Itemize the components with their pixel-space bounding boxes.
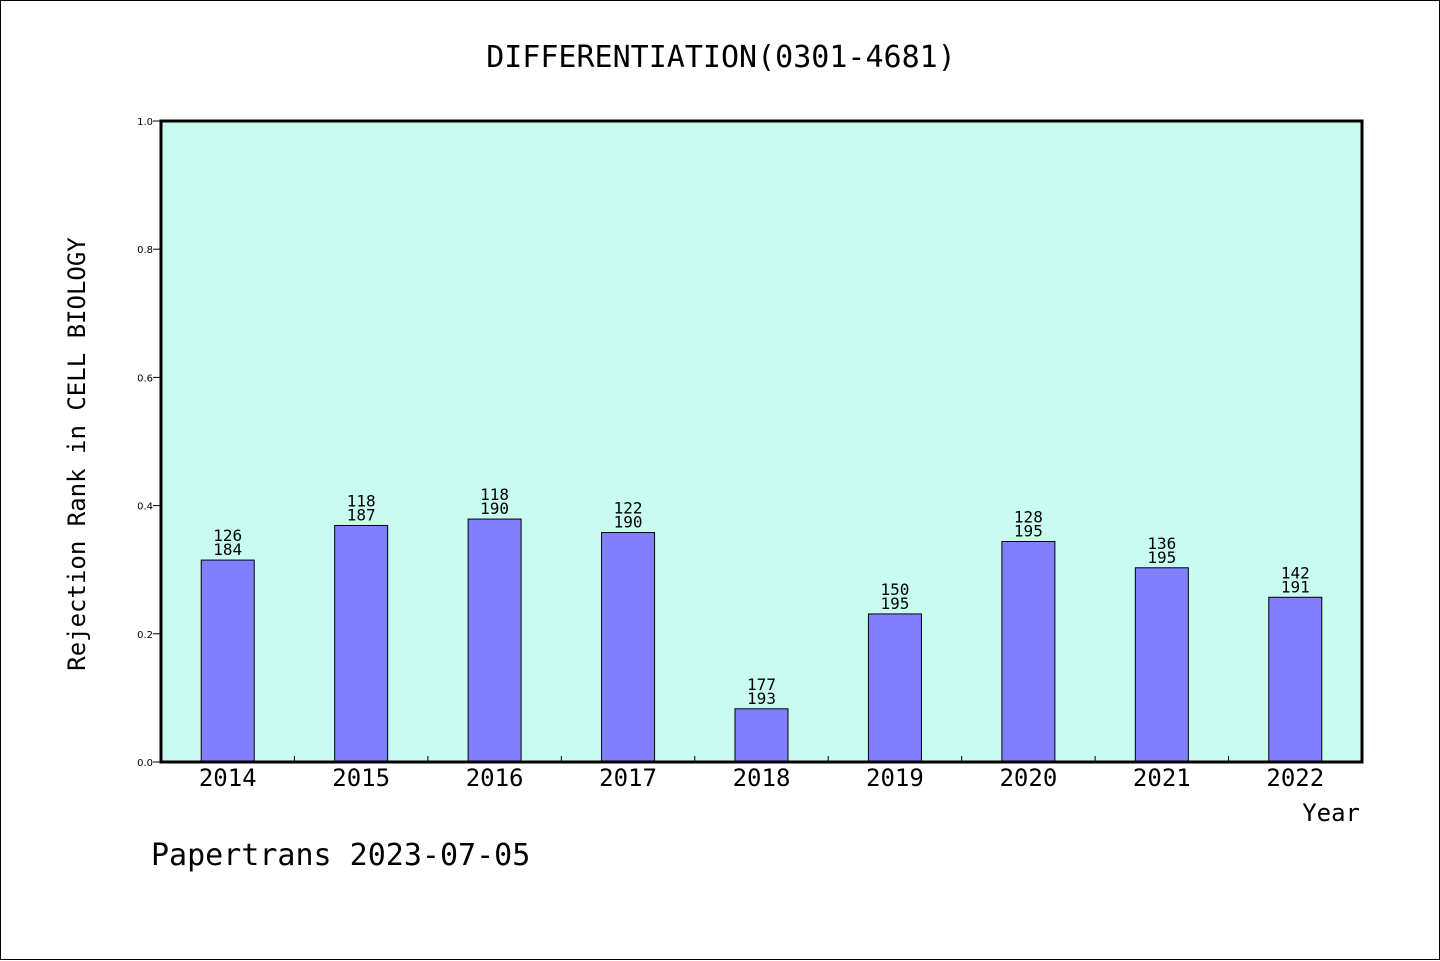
chart-title: DIFFERENTIATION(0301-4681): [486, 40, 956, 75]
y-axis-ticks: 0.0 0.2 0.4 0.6 0.8 1.0: [137, 117, 161, 769]
bar-label-bottom-2016: 190: [480, 499, 509, 518]
x-tick-label-2015: 2015: [332, 764, 390, 792]
bar-label-bottom-2015: 187: [347, 505, 376, 524]
x-tick-label-2022: 2022: [1266, 764, 1324, 792]
x-tick-labels-group: 2014 2015 2016 2017 2018 2019 2020 2021 2022: [199, 764, 1324, 792]
y-axis-label: Rejection Rank in CELL BIOLOGY: [63, 237, 91, 671]
bar-2020: [1001, 540, 1056, 763]
x-tick-label-2021: 2021: [1133, 764, 1191, 792]
footer-watermark: Papertrans 2023-07-05: [151, 838, 530, 873]
x-axis-label: Year: [1302, 799, 1360, 827]
bar-label-top-2016: 118: [480, 485, 509, 504]
x-tick-label-2017: 2017: [599, 764, 657, 792]
bar-2017: [601, 532, 656, 763]
x-tick-label-2019: 2019: [866, 764, 924, 792]
y-tick-label: 0.2: [137, 630, 153, 641]
plot-border: [159, 119, 1364, 764]
x-tick-label-2014: 2014: [199, 764, 257, 792]
bar-label-top-2017: 122: [614, 499, 643, 518]
bar-label-top-2022: 142: [1281, 563, 1310, 582]
bar-2016: [467, 518, 522, 763]
y-tick-label: 0.4: [137, 502, 153, 513]
bar-2022: [1268, 596, 1323, 763]
bar-label-bottom-2020: 195: [1014, 521, 1043, 540]
bar-label-top-2021: 136: [1147, 534, 1176, 553]
y-tick-label: 0.6: [137, 373, 153, 384]
bar-label-bottom-2022: 191: [1281, 577, 1310, 596]
bar-2019: [867, 613, 922, 763]
bar-label-bottom-2017: 190: [614, 513, 643, 532]
bar-label-top-2019: 150: [880, 580, 909, 599]
bar-label-top-2015: 118: [347, 491, 376, 510]
bar-2018: [734, 708, 789, 763]
bar-2015: [334, 524, 389, 763]
bar-label-top-2018: 177: [747, 675, 776, 694]
y-tick-label: 0.8: [137, 245, 153, 256]
bars-group: [200, 518, 1323, 763]
y-tick-label: 1.0: [137, 117, 153, 128]
bar-label-bottom-2018: 193: [747, 689, 776, 708]
x-tick-label-2020: 2020: [999, 764, 1057, 792]
bar-2014: [200, 559, 255, 763]
bar-label-bottom-2021: 195: [1147, 548, 1176, 567]
x-tick-label-2018: 2018: [733, 764, 791, 792]
bar-label-bottom-2019: 195: [880, 594, 909, 613]
y-tick-label: 0.0: [137, 758, 153, 769]
x-tick-label-2016: 2016: [466, 764, 524, 792]
bar-2021: [1134, 567, 1189, 763]
bar-label-bottom-2014: 184: [213, 540, 242, 559]
bar-label-top-2014: 126: [213, 526, 242, 545]
bar-label-top-2020: 128: [1014, 507, 1043, 526]
